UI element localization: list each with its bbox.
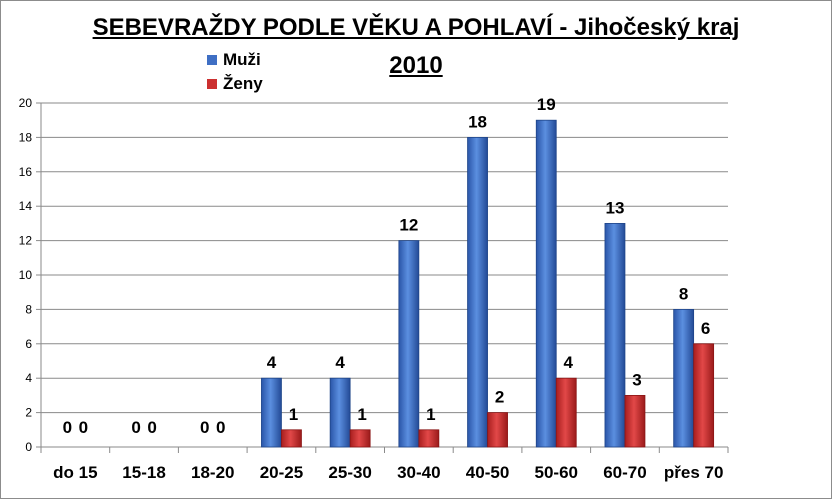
chart-title: SEBEVRAŽDY PODLE VĚKU A POHLAVÍ - Jihoče…	[92, 14, 740, 41]
bar-zeny	[281, 429, 302, 448]
x-tick-label: 25-30	[328, 463, 371, 482]
bar-zeny	[418, 429, 440, 448]
bar-muzi	[329, 377, 351, 448]
legend-label-muzi: Muži	[223, 50, 261, 69]
y-tick-label: 8	[25, 302, 32, 316]
data-label-muzi: 4	[267, 353, 277, 372]
bar-zeny	[693, 343, 715, 448]
legend-swatch-muzi	[207, 55, 217, 65]
y-tick-label: 2	[25, 406, 32, 420]
chart-subtitle: 2010	[389, 52, 443, 79]
y-tick-label: 12	[19, 234, 33, 248]
data-label-zeny: 2	[495, 388, 504, 407]
data-label-zeny: 1	[357, 405, 366, 424]
legend-item-muzi: Muži	[207, 50, 261, 70]
bar-zeny	[624, 394, 646, 448]
data-label-muzi: 0	[63, 418, 72, 437]
y-tick-label: 4	[25, 371, 32, 385]
y-tick-label: 20	[19, 96, 33, 110]
x-tick-label: 30-40	[397, 463, 440, 482]
x-tick-label: přes 70	[664, 463, 724, 482]
data-label-muzi: 13	[605, 198, 624, 217]
data-label-zeny: 3	[632, 370, 641, 389]
bar-muzi	[535, 119, 557, 448]
data-label-zeny: 4	[564, 353, 574, 372]
data-label-muzi: 0	[131, 418, 140, 437]
bar-zeny	[487, 412, 508, 448]
bar-muzi	[261, 377, 282, 448]
y-tick-label: 16	[19, 165, 33, 179]
legend-item-zeny: Ženy	[207, 74, 263, 94]
x-tick-label: 50-60	[535, 463, 578, 482]
data-label-muzi: 0	[200, 418, 209, 437]
bar-muzi	[398, 240, 420, 448]
x-tick-label: 40-50	[466, 463, 509, 482]
data-label-muzi: 4	[335, 353, 345, 372]
bar-layer	[261, 119, 715, 448]
bar-muzi	[467, 136, 488, 448]
bar-zeny	[349, 429, 371, 448]
y-tick-label: 0	[25, 440, 32, 454]
data-label-zeny: 0	[216, 418, 225, 437]
y-tick-label: 10	[19, 268, 33, 282]
bar-muzi	[673, 308, 695, 448]
data-label-muzi: 12	[399, 216, 418, 235]
x-tick-label: 18-20	[191, 463, 234, 482]
y-tick-label: 6	[25, 337, 32, 351]
y-tick-label: 14	[19, 199, 33, 213]
x-tick-label: do 15	[53, 463, 97, 482]
data-label-zeny: 0	[147, 418, 156, 437]
data-label-zeny: 0	[79, 418, 88, 437]
data-label-muzi: 18	[468, 112, 487, 131]
x-tick-label: 20-25	[260, 463, 303, 482]
x-tick-label: 60-70	[603, 463, 646, 482]
data-label-muzi: 19	[537, 95, 556, 114]
legend-swatch-zeny	[207, 79, 217, 89]
legend-label-zeny: Ženy	[223, 74, 263, 93]
y-tick-label: 18	[19, 130, 33, 144]
data-label-muzi: 8	[679, 284, 688, 303]
x-tick-label: 15-18	[122, 463, 165, 482]
data-label-zeny: 1	[426, 405, 435, 424]
bar-zeny	[555, 377, 577, 448]
data-label-zeny: 1	[289, 405, 298, 424]
bar-muzi	[604, 222, 626, 448]
data-label-zeny: 6	[701, 319, 710, 338]
